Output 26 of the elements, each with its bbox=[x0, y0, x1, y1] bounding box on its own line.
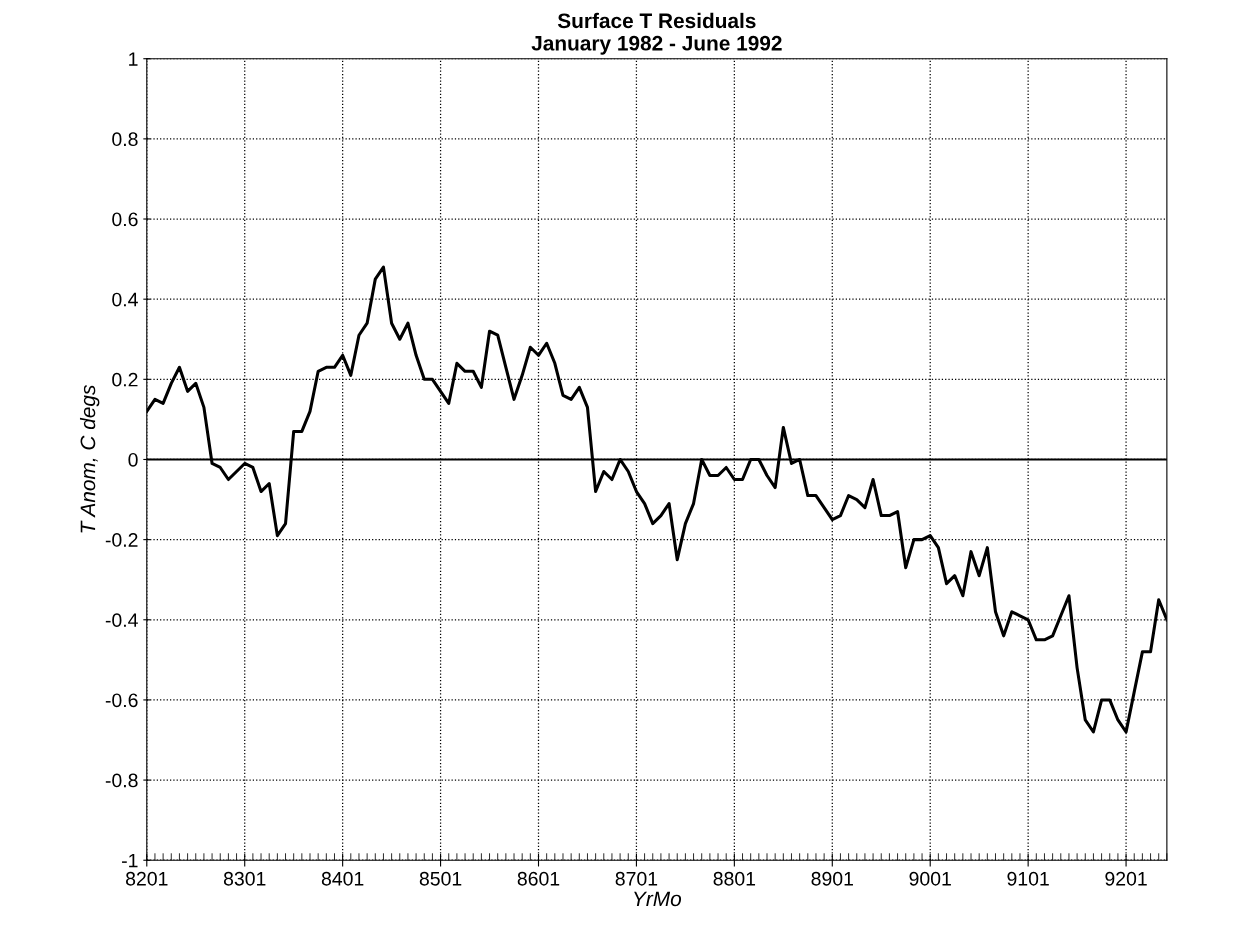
x-tick-label: 8301 bbox=[223, 871, 266, 886]
x-tick-label: 8901 bbox=[811, 871, 853, 886]
y-tick-label: 0.8 bbox=[112, 132, 138, 147]
y-tick-label: 0.6 bbox=[112, 212, 138, 227]
y-tick-label: -0.2 bbox=[105, 533, 138, 547]
y-tick-label: -0.4 bbox=[105, 613, 138, 628]
x-tick-label: 9201 bbox=[1105, 871, 1147, 886]
y-tick-label: 1 bbox=[129, 52, 138, 66]
x-tick-label: 8201 bbox=[126, 871, 168, 886]
chart-subtitle: January 1982 - June 1992 bbox=[531, 35, 782, 55]
x-tick-label: 9001 bbox=[909, 871, 951, 886]
chart-title: Surface T Residuals bbox=[557, 12, 756, 29]
y-tick-label: -0.8 bbox=[105, 773, 138, 788]
y-tick-label: 0.4 bbox=[112, 292, 138, 307]
x-tick-label: 8801 bbox=[713, 871, 756, 886]
x-tick-label: 8401 bbox=[321, 871, 364, 886]
y-tick-label: 0 bbox=[128, 452, 138, 467]
y-axis-title: T Anom, C degs bbox=[79, 385, 100, 533]
y-tick-label: -0.6 bbox=[105, 693, 138, 708]
x-tick-label: 9101 bbox=[1007, 871, 1049, 886]
x-tick-label: 8601 bbox=[517, 871, 560, 886]
x-axis-title: YrMo bbox=[634, 891, 682, 907]
y-tick-label: -1 bbox=[122, 853, 138, 868]
x-tick-label: 8701 bbox=[615, 871, 658, 886]
y-tick-label: 0.2 bbox=[112, 372, 138, 387]
x-tick-label: 8501 bbox=[419, 871, 462, 886]
